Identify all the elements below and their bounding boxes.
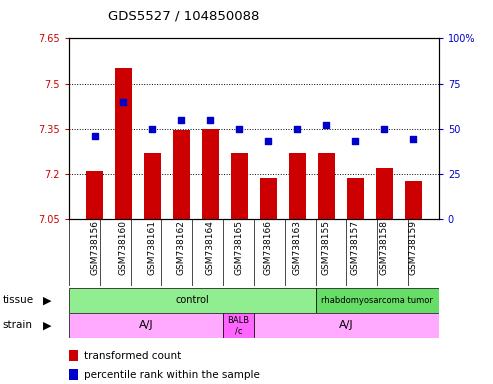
Point <box>409 136 417 142</box>
Bar <box>69 369 78 380</box>
Text: ▶: ▶ <box>42 295 51 305</box>
Bar <box>231 153 248 219</box>
Point <box>322 122 330 128</box>
Point <box>91 133 99 139</box>
Text: ▶: ▶ <box>42 320 51 330</box>
Point <box>352 138 359 144</box>
Bar <box>289 153 306 219</box>
Text: A/J: A/J <box>339 320 353 331</box>
Text: strain: strain <box>2 320 33 330</box>
Point <box>177 117 185 123</box>
Bar <box>347 178 364 219</box>
Bar <box>317 153 335 219</box>
Bar <box>260 178 277 219</box>
Point <box>207 117 214 123</box>
Bar <box>144 153 161 219</box>
Text: rhabdomyosarcoma tumor: rhabdomyosarcoma tumor <box>321 296 433 305</box>
Bar <box>69 350 78 361</box>
Text: BALB
/c: BALB /c <box>227 316 249 335</box>
Point <box>380 126 388 132</box>
Text: GDS5527 / 104850088: GDS5527 / 104850088 <box>108 10 260 23</box>
Text: A/J: A/J <box>139 320 153 331</box>
Point <box>148 126 156 132</box>
Point <box>264 138 272 144</box>
Point <box>120 99 128 105</box>
Bar <box>69 313 223 338</box>
Bar <box>115 68 132 219</box>
Bar <box>69 288 316 313</box>
Text: tissue: tissue <box>2 295 34 305</box>
Bar <box>405 181 422 219</box>
Text: percentile rank within the sample: percentile rank within the sample <box>84 370 260 380</box>
Point <box>236 126 244 132</box>
Point <box>293 126 301 132</box>
Bar <box>173 130 190 219</box>
Bar <box>202 129 219 219</box>
Bar <box>254 313 439 338</box>
Bar <box>86 171 103 219</box>
Text: control: control <box>176 295 209 306</box>
Bar <box>223 313 254 338</box>
Bar <box>376 168 393 219</box>
Bar <box>316 288 439 313</box>
Text: transformed count: transformed count <box>84 351 181 361</box>
